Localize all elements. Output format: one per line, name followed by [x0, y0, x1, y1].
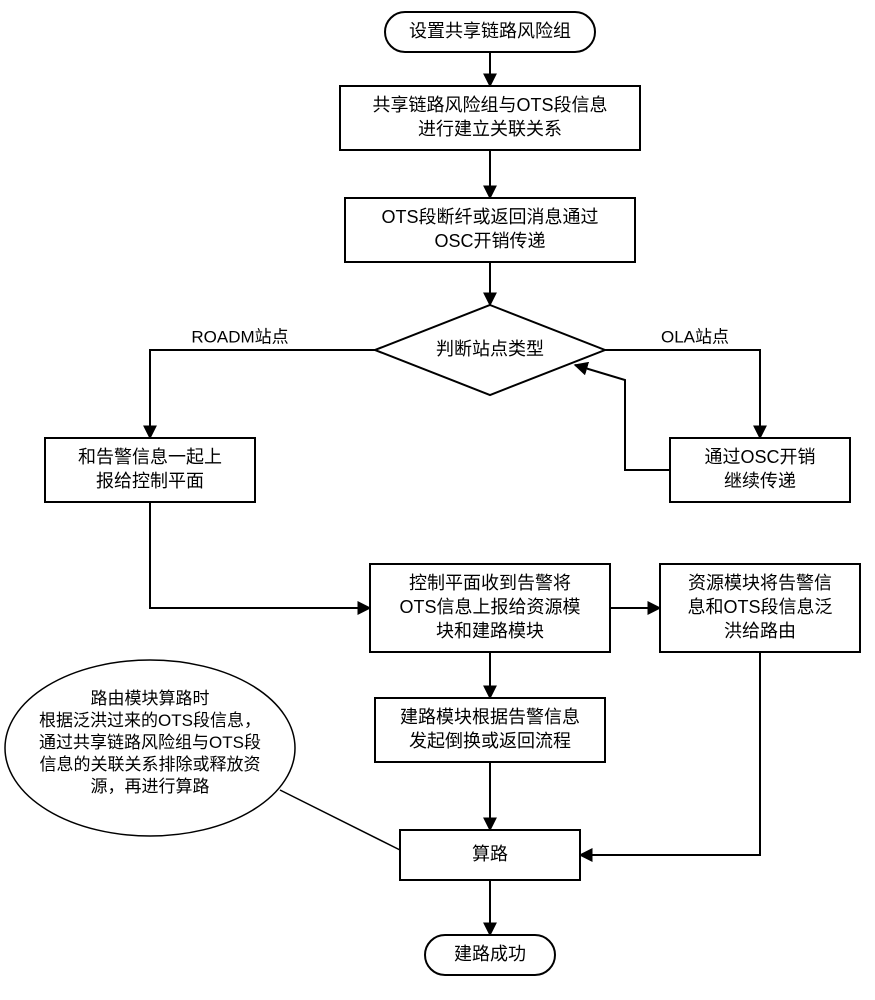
node-res-line-1: 息和OTS段信息泛	[687, 597, 832, 617]
callout-line-3: 信息的关联关系排除或释放资	[40, 755, 261, 774]
callout-line-1: 根据泛洪过来的OTS段信息，	[39, 711, 261, 730]
node-res-line-2: 洪给路由	[724, 621, 796, 641]
edge-5	[575, 365, 670, 470]
node-n1-line-0: 共享链路风险组与OTS段信息	[372, 95, 607, 115]
node-calc-line-0: 算路	[472, 844, 508, 864]
node-end: 建路成功	[425, 935, 555, 975]
edge-3	[150, 350, 375, 438]
node-dec-line-0: 判断站点类型	[436, 339, 544, 359]
node-res-line-0: 资源模块将告警信	[688, 573, 832, 593]
node-ola-line-1: 继续传递	[724, 471, 796, 491]
node-res: 资源模块将告警信息和OTS段信息泛洪给路由	[660, 564, 860, 652]
node-build-line-1: 发起倒换或返回流程	[409, 731, 571, 751]
node-n2: OTS段断纤或返回消息通过 OSC开销传递	[345, 198, 635, 262]
node-ctrl-line-1: OTS信息上报给资源模	[399, 597, 580, 617]
callout-line-2: 通过共享链路风险组与OTS段	[39, 733, 261, 752]
node-roadm-line-1: 报给控制平面	[96, 471, 204, 491]
edge-label-4: OLA站点	[661, 327, 729, 346]
node-start-line-0: 设置共享链路风险组	[409, 21, 571, 41]
node-n2-line-1: OSC开销传递	[434, 231, 545, 251]
edge-4	[605, 350, 760, 438]
node-n1: 共享链路风险组与OTS段信息进行建立关联关系	[340, 86, 640, 150]
node-end-line-0: 建路成功	[454, 944, 526, 964]
node-calc: 算路	[400, 830, 580, 880]
callout: 路由模块算路时根据泛洪过来的OTS段信息， 通过共享链路风险组与OTS段信息的关联…	[5, 660, 400, 850]
node-roadm-line-0: 和告警信息一起上	[78, 447, 222, 467]
node-ola-line-0: 通过OSC开销	[704, 447, 815, 467]
edge-6	[150, 502, 370, 608]
node-dec: 判断站点类型	[375, 305, 605, 395]
node-start: 设置共享链路风险组	[385, 12, 595, 52]
node-n1-line-1: 进行建立关联关系	[418, 119, 562, 139]
node-build: 建路模块根据告警信息发起倒换或返回流程	[375, 698, 605, 762]
node-build-line-0: 建路模块根据告警信息	[400, 707, 580, 727]
node-ctrl-line-0: 控制平面收到告警将	[409, 573, 571, 593]
node-ola: 通过OSC开销继续传递	[670, 438, 850, 502]
edge-10	[580, 652, 760, 855]
edge-label-3: ROADM站点	[191, 327, 288, 346]
callout-line-0: 路由模块算路时	[91, 689, 210, 708]
node-roadm: 和告警信息一起上报给控制平面	[45, 438, 255, 502]
node-n2-line-0: OTS段断纤或返回消息通过	[381, 207, 598, 227]
node-ctrl-line-2: 块和建路模块	[436, 621, 544, 641]
node-ctrl: 控制平面收到告警将 OTS信息上报给资源模块和建路模块	[370, 564, 610, 652]
callout-line-4: 源，再进行算路	[91, 777, 210, 796]
